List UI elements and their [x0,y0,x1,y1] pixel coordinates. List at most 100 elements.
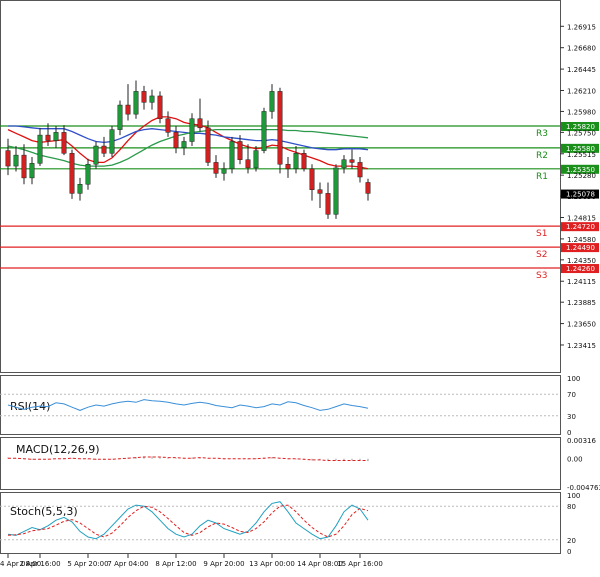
rsi-line [7,399,369,411]
candle-down [301,153,307,170]
level-price-label: 1.25820 [566,123,595,131]
stochastic-panel: Stoch(5,5,3) 100 80 20 0 [0,492,580,556]
price-axis: 1.26915 1.26680 1.26445 1.26210 1.25980 1.257… [560,23,599,350]
candle-down [21,154,27,179]
candle-up [53,132,59,141]
candle-down [125,104,131,115]
ma-line [7,128,369,167]
time-tick-label: 7 Apr 04:00 [107,560,148,568]
time-tick-label: 4 Apr 08:00 [0,560,41,568]
level-price-label: 1.25350 [566,166,595,174]
price-tick-label: 1.24350 [567,257,596,265]
candle-up [253,150,259,169]
candle-down [245,159,251,169]
candle-down [165,118,171,133]
candle-down [205,127,211,163]
level-name-r2: R2 [536,151,548,161]
candle-up [293,153,299,170]
macd-tick-label: 0.00316 [567,437,596,445]
price-tick-label: 1.25980 [567,108,596,116]
candle-down [213,162,219,174]
candle-down [365,182,371,194]
macd-tick-label: -0.004763 [567,484,600,492]
level-price-tag [561,243,599,253]
time-tick-label: 5 Apr 20:00 [67,560,108,568]
current-price-label: 1.25078 [566,191,595,199]
candle-down [45,134,51,141]
candle-down [237,141,243,160]
macd-tick-label: 0.00 [567,456,583,464]
rsi-tick-label: 70 [567,391,576,399]
time-axis: 4 Apr 08:002 Apr 16:00 5 Apr 20:007 Apr 0… [0,554,383,568]
level-name-s1: S1 [536,229,547,239]
candle-down [197,118,203,129]
candle-down [69,153,75,194]
candle-down [285,163,291,170]
level-name-s2: S2 [536,250,547,260]
price-tick-label: 1.25515 [567,151,596,159]
time-tick-label: 2 Apr 16:00 [19,560,60,568]
time-tick-label: 9 Apr 20:00 [203,560,244,568]
price-tick-label: 1.26915 [567,23,596,31]
rsi-tick-label: 30 [567,413,576,421]
price-tick-label: 1.25750 [567,129,596,137]
candle-down [173,132,179,149]
candle-up [149,95,155,103]
price-tick-label: 1.26210 [567,87,596,95]
moving-averages [7,116,369,170]
level-name-r3: R3 [536,129,548,139]
level-name-r1: R1 [536,172,548,182]
candle-up [269,91,275,112]
candle-up [37,134,43,164]
candle-up [261,111,267,151]
candlesticks [5,80,371,219]
candle-up [189,118,195,142]
stoch-tick-label: 80 [567,503,576,511]
ma-line [7,116,369,170]
level-price-label: 1.25580 [566,145,595,153]
level-price-tag [561,222,599,232]
rsi-tick-label: 0 [567,429,571,437]
price-tick-label: 1.24815 [567,215,596,223]
time-tick-label: 13 Apr 00:00 [249,560,295,568]
candle-up [221,168,227,174]
level-price-tag [561,264,599,274]
candle-down [141,91,147,103]
candle-down [349,159,355,163]
candle-down [157,95,163,119]
macd-signal-line [8,456,368,461]
macd-panel: MACD(12,26,9) 0.00316 0.00 -0.004763 [7,437,600,492]
candle-up [181,141,187,149]
rsi-label: RSI(14) [10,400,50,413]
candle-up [85,163,91,185]
candle-up [29,163,35,179]
rsi-panel: RSI(14) 100 70 30 0 [0,375,580,437]
level-price-label: 1.24260 [566,265,595,273]
candle-up [341,159,347,169]
level-price-label: 1.24490 [566,244,595,252]
candle-down [101,145,107,154]
price-tick-label: 1.24580 [567,236,596,244]
price-tick-label: 1.23415 [567,342,596,350]
candle-up [117,104,123,130]
candle-up [333,167,339,215]
price-tick-label: 1.26680 [567,45,596,53]
level-name-s3: S3 [536,271,547,281]
stoch-main-line [7,501,369,540]
stoch-tick-label: 20 [567,537,576,545]
rsi-tick-label: 100 [567,375,580,383]
level-price-label: 1.24720 [566,223,595,231]
candle-up [93,145,99,165]
candle-up [133,91,139,115]
price-tick-label: 1.25280 [567,172,596,180]
time-tick-label: 8 Apr 12:00 [155,560,196,568]
candle-down [277,91,283,165]
stoch-tick-label: 100 [567,492,580,500]
time-tick-label: 15 Apr 16:00 [337,560,383,568]
stoch-label: Stoch(5,5,3) [10,505,78,518]
level-price-tag [561,143,599,153]
price-tick-label: 1.26445 [567,66,596,74]
stoch-tick-label: 0 [567,548,571,556]
level-price-tag [561,121,599,131]
